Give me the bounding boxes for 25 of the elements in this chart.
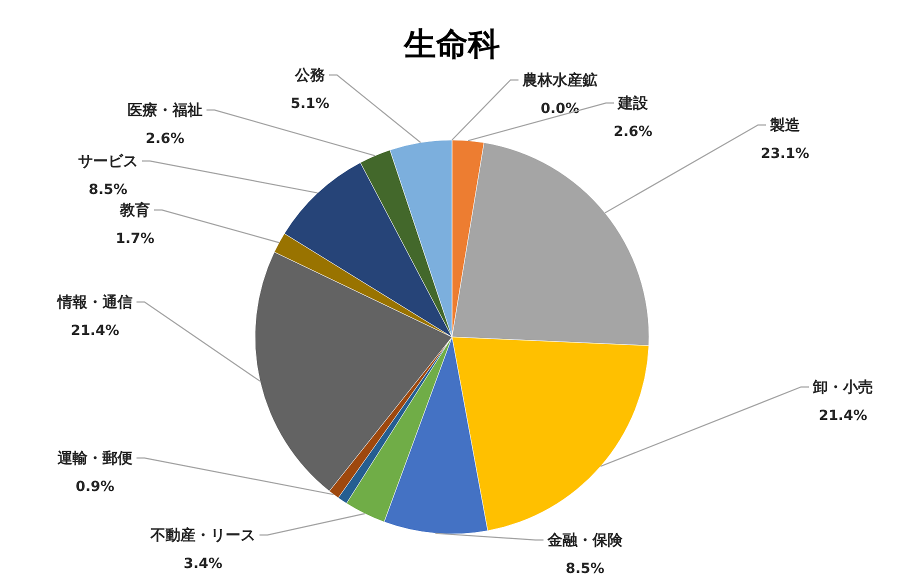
data-label: 3.4% [184, 556, 222, 572]
category-label: 農林水産鉱 [522, 71, 598, 89]
slice-label: 医療・福祉 [128, 101, 202, 119]
data-label: 8.5% [88, 182, 128, 198]
data-label: 2.6% [146, 131, 184, 147]
data-label: 23.1% [760, 146, 810, 162]
text: 0.0% [540, 101, 580, 117]
data-label: 0.9% [76, 479, 114, 495]
slice-label: サービス [78, 152, 138, 170]
data-label: 1.7% [116, 231, 154, 247]
slice-label: 教育 [119, 201, 150, 219]
data-label: 21.4% [818, 408, 868, 424]
slice-label: 金融・保険 [546, 531, 624, 549]
slice-label: 情報・通信 [56, 293, 132, 311]
slice-label: 不動産・リース [150, 526, 256, 544]
slice-label: 運輸・郵便 [56, 449, 132, 467]
chart-title: 生命科 [403, 25, 500, 63]
slice-label: 建設 [617, 94, 649, 112]
slice-label: 公務 [294, 66, 326, 84]
data-label: 21.4% [70, 323, 120, 339]
data-label: 5.1% [290, 96, 330, 112]
slice-label: 卸・小売 [812, 378, 873, 396]
data-label: 8.5% [566, 561, 604, 577]
data-label: 2.6% [614, 124, 652, 140]
slice-label: 製造 [769, 116, 801, 134]
